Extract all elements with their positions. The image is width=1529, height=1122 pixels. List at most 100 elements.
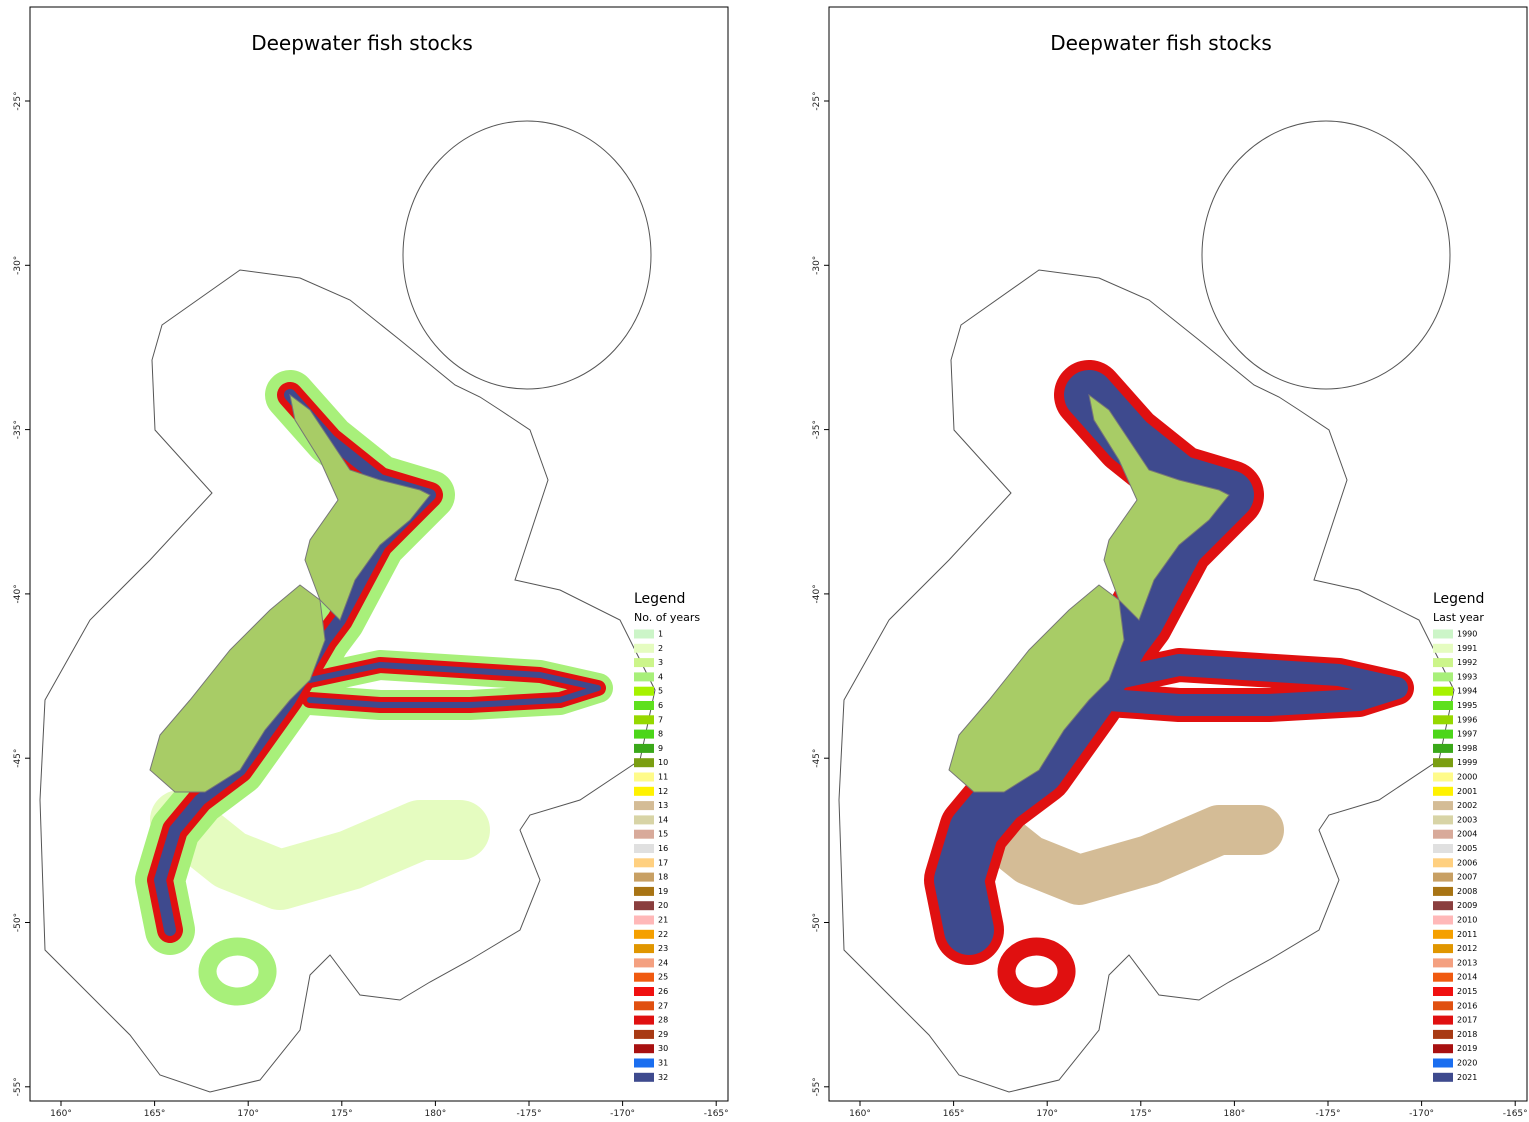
legend-swatch — [634, 773, 654, 782]
legend-label: 2020 — [1457, 1059, 1477, 1068]
legend-swatch — [634, 730, 654, 739]
legend-swatch — [634, 973, 654, 982]
legend-swatch — [1433, 958, 1453, 967]
legend-swatch — [634, 958, 654, 967]
legend-label: 1997 — [1457, 730, 1477, 739]
legend-label: 18 — [658, 873, 668, 882]
map-title: Deepwater fish stocks — [1050, 31, 1272, 55]
page: {"panels": [ {"title": "Deepwater fish s… — [0, 0, 1529, 1122]
legend-label: 7 — [658, 715, 663, 724]
legend-label: 1990 — [1457, 630, 1477, 639]
legend-label: 2018 — [1457, 1030, 1477, 1039]
legend-label: 24 — [658, 958, 668, 967]
legend-label: 1998 — [1457, 744, 1477, 753]
legend-label: 30 — [658, 1044, 668, 1053]
legend-swatch — [1433, 787, 1453, 796]
legend-swatch — [634, 987, 654, 996]
legend-label: 2016 — [1457, 1001, 1477, 1010]
y-tick-label: -55° — [812, 1077, 822, 1096]
legend-label: 1994 — [1457, 687, 1477, 696]
legend-label: 2004 — [1457, 830, 1477, 839]
legend-label: 2005 — [1457, 844, 1477, 853]
x-tick-label: -165° — [1503, 1109, 1528, 1119]
legend-label: 17 — [658, 858, 668, 867]
legend-swatch — [1433, 901, 1453, 910]
legend-label: 2010 — [1457, 916, 1477, 925]
y-tick-label: -50° — [812, 913, 822, 932]
map-title: Deepwater fish stocks — [251, 31, 473, 55]
legend-label: 2001 — [1457, 787, 1477, 796]
legend-title: Legend — [1433, 591, 1484, 607]
legend-swatch — [1433, 687, 1453, 696]
x-tick-label: 160° — [849, 1109, 871, 1119]
y-tick-label: -40° — [13, 584, 23, 603]
legend-swatch — [1433, 1073, 1453, 1082]
legend-title: Legend — [634, 591, 685, 607]
legend-label: 22 — [658, 930, 668, 939]
x-tick-label: 180° — [1224, 1109, 1246, 1119]
legend-label: 2000 — [1457, 773, 1477, 782]
legend-swatch — [1433, 730, 1453, 739]
legend-swatch — [1433, 701, 1453, 710]
legend-label: 2006 — [1457, 858, 1477, 867]
legend-swatch — [1433, 773, 1453, 782]
legend-label: 1996 — [1457, 715, 1477, 724]
legend-swatch — [634, 930, 654, 939]
map-figure: Deepwater fish stocks-25°-30°-35°-40°-45… — [0, 0, 1529, 1122]
legend-swatch — [1433, 916, 1453, 925]
legend-label: 5 — [658, 687, 663, 696]
legend-label: 2012 — [1457, 944, 1477, 953]
legend-swatch — [634, 715, 654, 724]
legend-swatch — [634, 944, 654, 953]
legend-label: 2011 — [1457, 930, 1477, 939]
legend-label: 2015 — [1457, 987, 1477, 996]
legend-swatch — [1433, 830, 1453, 839]
y-tick-label: -50° — [13, 913, 23, 932]
legend-swatch — [634, 1059, 654, 1068]
legend-swatch — [1433, 815, 1453, 824]
legend-swatch — [1433, 887, 1453, 896]
x-tick-label: -165° — [704, 1109, 729, 1119]
legend-label: 19 — [658, 887, 668, 896]
x-tick-label: 175° — [331, 1109, 353, 1119]
legend-subtitle: No. of years — [634, 611, 700, 624]
x-tick-label: -175° — [517, 1109, 542, 1119]
legend-swatch — [1433, 1016, 1453, 1025]
map-panel: Deepwater fish stocks-25°-30°-35°-40°-45… — [13, 7, 729, 1119]
legend-swatch — [634, 858, 654, 867]
legend-swatch — [634, 787, 654, 796]
x-tick-label: -175° — [1316, 1109, 1341, 1119]
legend-label: 16 — [658, 844, 668, 853]
legend-label: 12 — [658, 787, 668, 796]
legend-label: 2013 — [1457, 958, 1477, 967]
legend-label: 8 — [658, 730, 663, 739]
x-tick-label: 170° — [1036, 1109, 1058, 1119]
y-tick-label: -25° — [13, 91, 23, 110]
legend-label: 10 — [658, 758, 668, 767]
legend-swatch — [634, 1030, 654, 1039]
legend-swatch — [634, 873, 654, 882]
legend-swatch — [1433, 1030, 1453, 1039]
legend-swatch — [1433, 844, 1453, 853]
legend-swatch — [634, 1044, 654, 1053]
legend-label: 23 — [658, 944, 668, 953]
legend-swatch — [1433, 873, 1453, 882]
x-tick-label: 170° — [237, 1109, 259, 1119]
y-tick-label: -30° — [13, 256, 23, 275]
y-tick-label: -45° — [13, 749, 23, 768]
legend-swatch — [634, 887, 654, 896]
y-tick-label: -30° — [812, 256, 822, 275]
legend-swatch — [1433, 1044, 1453, 1053]
legend-swatch — [634, 758, 654, 767]
legend-label: 2008 — [1457, 887, 1477, 896]
legend-swatch — [634, 901, 654, 910]
legend-label: 28 — [658, 1016, 668, 1025]
legend-swatch — [634, 1001, 654, 1010]
legend-label: 1993 — [1457, 672, 1477, 681]
legend-label: 14 — [658, 815, 668, 824]
y-tick-label: -45° — [812, 749, 822, 768]
legend-swatch — [634, 672, 654, 681]
x-tick-label: -170° — [1409, 1109, 1434, 1119]
legend-swatch — [1433, 801, 1453, 810]
map-panel: Deepwater fish stocks-25°-30°-35°-40°-45… — [812, 7, 1528, 1119]
